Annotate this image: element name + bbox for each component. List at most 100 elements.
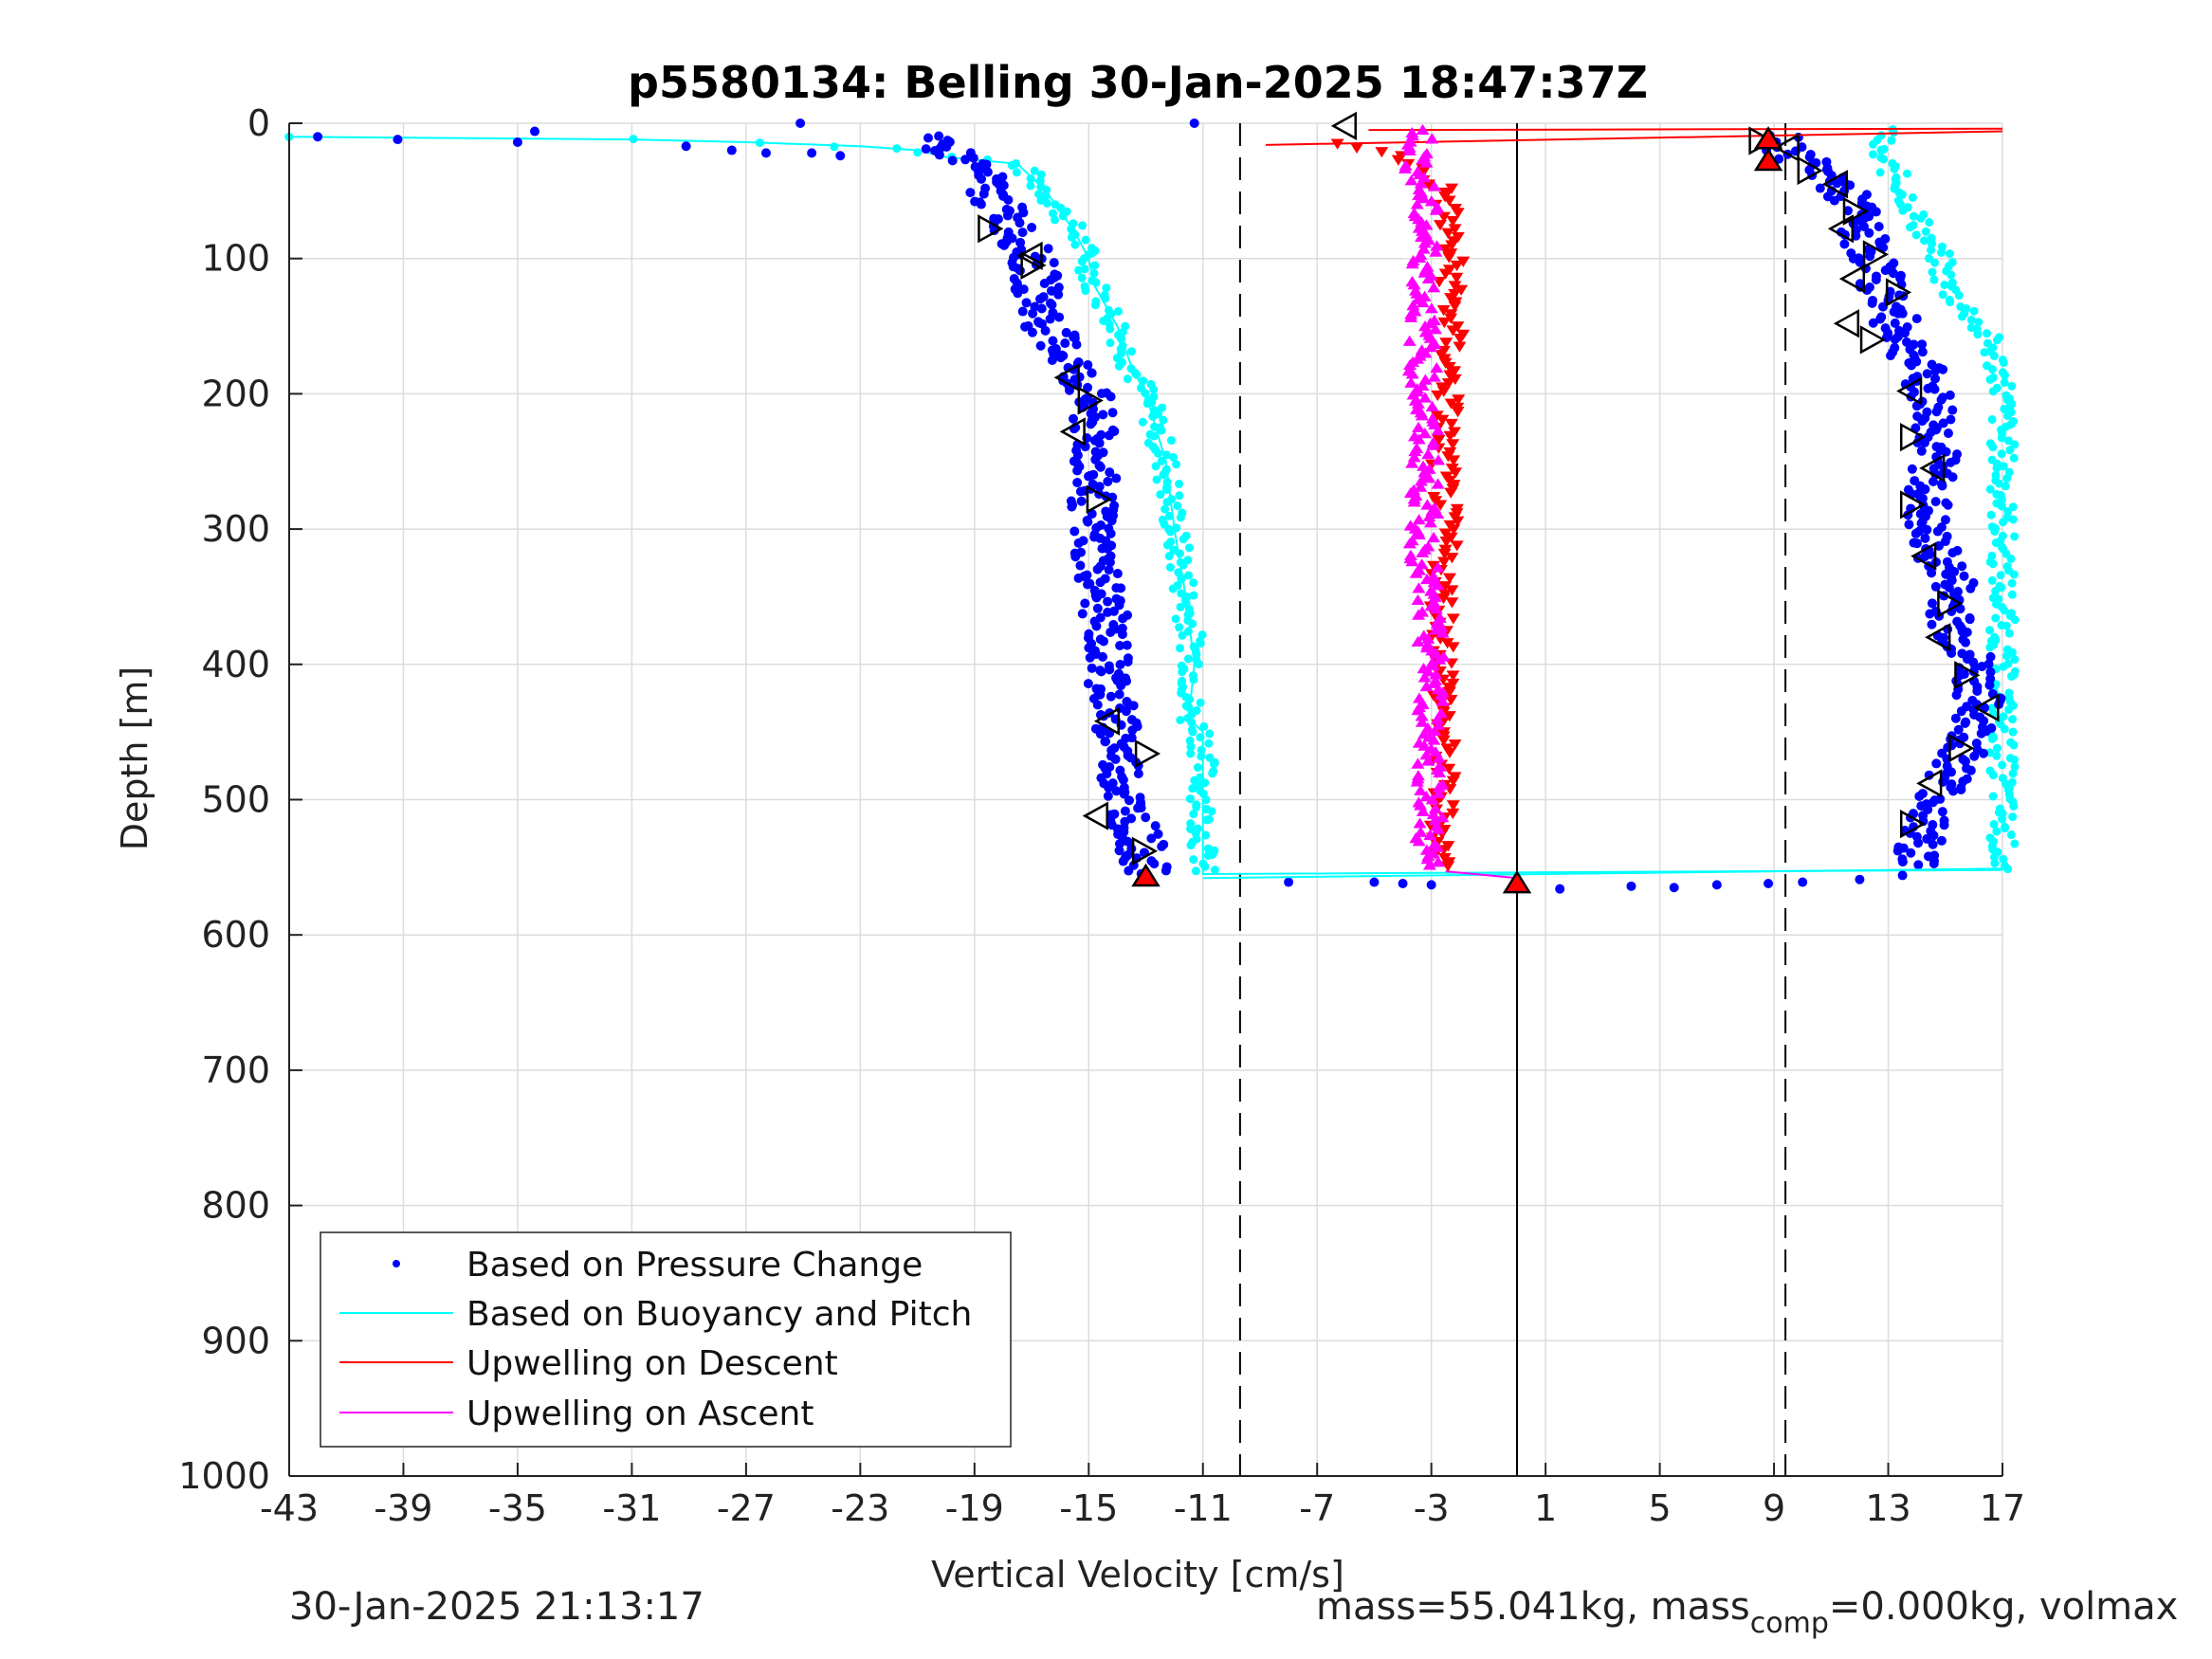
pressure-point bbox=[1055, 353, 1066, 363]
ascent-upwelling-marker bbox=[1410, 775, 1424, 787]
pressure-point bbox=[1930, 366, 1941, 376]
buoyancy-point bbox=[1090, 261, 1100, 270]
buoyancy-point bbox=[1969, 306, 1979, 316]
ascent-upwelling-marker bbox=[1414, 826, 1428, 837]
buoyancy-point bbox=[2006, 830, 2016, 840]
pressure-point bbox=[1885, 351, 1895, 361]
buoyancy-point bbox=[1199, 721, 1209, 731]
pressure-point bbox=[1969, 751, 1980, 761]
pressure-point bbox=[1893, 308, 1904, 319]
ascent-upwelling-marker bbox=[1431, 478, 1445, 489]
ascent-upwelling-marker bbox=[1433, 766, 1447, 778]
buoyancy-point bbox=[1176, 716, 1185, 725]
ascent-upwelling-marker bbox=[1428, 591, 1442, 602]
ascent-upwelling-marker bbox=[1417, 739, 1432, 751]
ascent-upwelling-marker bbox=[1431, 823, 1445, 834]
ascent-upwelling-marker bbox=[1428, 724, 1442, 737]
buoyancy-point bbox=[1954, 291, 1964, 301]
pressure-point bbox=[1118, 613, 1128, 624]
buoyancy-point bbox=[1991, 538, 2001, 548]
pressure-point bbox=[1829, 195, 1839, 206]
descent-upwelling-marker bbox=[1444, 487, 1458, 499]
pressure-point bbox=[1114, 846, 1124, 856]
pressure-point bbox=[947, 155, 958, 166]
legend-box bbox=[320, 1231, 1012, 1448]
ascent-upwelling-marker bbox=[1429, 668, 1443, 680]
ascent-upwelling-marker bbox=[1417, 237, 1432, 248]
buoyancy-point bbox=[1205, 729, 1215, 738]
pressure-point bbox=[1929, 384, 1940, 394]
buoyancy-point bbox=[2003, 436, 2013, 446]
pressure-point bbox=[1925, 609, 1935, 619]
pitch-marker bbox=[1896, 376, 1923, 406]
x-tick-label: -23 bbox=[831, 1487, 889, 1529]
pitch-marker bbox=[1059, 417, 1086, 447]
pressure-point bbox=[1871, 274, 1881, 284]
pressure-point bbox=[1003, 194, 1014, 205]
descent-upwelling-marker bbox=[1447, 524, 1461, 536]
buoyancy-point bbox=[1117, 335, 1126, 344]
x-tick-label: -11 bbox=[1174, 1487, 1233, 1529]
pressure-point bbox=[1858, 222, 1869, 232]
pressure-point bbox=[1071, 339, 1082, 350]
pressure-point bbox=[1984, 680, 1995, 690]
legend: Based on Pressure Change Based on Buoyan… bbox=[320, 1231, 1012, 1448]
pressure-point bbox=[1123, 657, 1133, 667]
buoyancy-point bbox=[1201, 830, 1211, 840]
x-tick-label: -43 bbox=[260, 1487, 319, 1529]
pressure-point bbox=[934, 150, 944, 160]
descent-upwelling-marker bbox=[1436, 735, 1451, 747]
pressure-point bbox=[1149, 859, 1160, 869]
buoyancy-point bbox=[1930, 258, 1940, 267]
surface-line bbox=[1265, 130, 2003, 146]
pressure-point bbox=[1916, 519, 1927, 529]
descent-upwelling-marker bbox=[1456, 256, 1471, 267]
pressure-point bbox=[681, 141, 691, 152]
pressure-point bbox=[1048, 336, 1058, 346]
pressure-point bbox=[1864, 228, 1874, 238]
pitch-marker bbox=[1093, 706, 1120, 736]
pressure-point bbox=[1943, 500, 1953, 510]
pressure-point bbox=[1124, 795, 1134, 806]
pitch-marker bbox=[1821, 170, 1848, 199]
ascent-upwelling-marker bbox=[1428, 814, 1442, 826]
pressure-point bbox=[1890, 334, 1900, 344]
buoyancy-descent-line bbox=[288, 136, 2003, 875]
ascent-upwelling-marker bbox=[1426, 808, 1440, 820]
buoyancy-point bbox=[1148, 411, 1158, 421]
descent-upwelling-marker bbox=[1446, 439, 1460, 450]
pressure-point bbox=[1118, 775, 1128, 785]
pressure-point bbox=[1039, 278, 1050, 288]
buoyancy-point bbox=[1980, 348, 1989, 357]
pressure-point bbox=[1555, 884, 1565, 894]
buoyancy-point bbox=[2004, 629, 2014, 638]
descent-upwelling-marker bbox=[1437, 548, 1452, 560]
buoyancy-point bbox=[2005, 446, 2015, 455]
ascent-upwelling-marker bbox=[1429, 246, 1443, 257]
pitch-marker bbox=[1916, 769, 1943, 798]
ascent-upwelling-marker bbox=[1431, 856, 1445, 867]
buoyancy-point bbox=[1911, 230, 1921, 240]
pressure-point bbox=[1937, 807, 1947, 817]
descent-upwelling-marker bbox=[1446, 613, 1460, 625]
ascent-upwelling-marker bbox=[1432, 781, 1446, 793]
buoyancy-point bbox=[1187, 718, 1197, 727]
footer-mass-prefix: mass=55.041kg, mass bbox=[1316, 1585, 1750, 1629]
pressure-point bbox=[1888, 268, 1898, 279]
ascent-upwelling-marker bbox=[1404, 311, 1418, 322]
y-axis-label: Depth [m] bbox=[114, 666, 155, 851]
buoyancy-point bbox=[1973, 330, 1983, 339]
buoyancy-point bbox=[1168, 584, 1178, 593]
buoyancy-point bbox=[1030, 166, 1039, 175]
pressure-point bbox=[1880, 265, 1891, 276]
y-tick-label: 600 bbox=[201, 914, 270, 956]
pressure-point bbox=[1095, 462, 1106, 472]
y-tick-label: 800 bbox=[201, 1185, 270, 1227]
pressure-point bbox=[1917, 347, 1928, 357]
buoyancy-point bbox=[1999, 462, 2008, 471]
pressure-point bbox=[1920, 484, 1930, 495]
buoyancy-point bbox=[1051, 215, 1060, 225]
axes: -43 -39 -35 -31 -27 -23 -19 -15 -11 -7 -3 1 5 9 13 1701… bbox=[178, 102, 2025, 1529]
ascent-upwelling-marker bbox=[1416, 546, 1430, 557]
buoyancy-point bbox=[1106, 324, 1115, 334]
